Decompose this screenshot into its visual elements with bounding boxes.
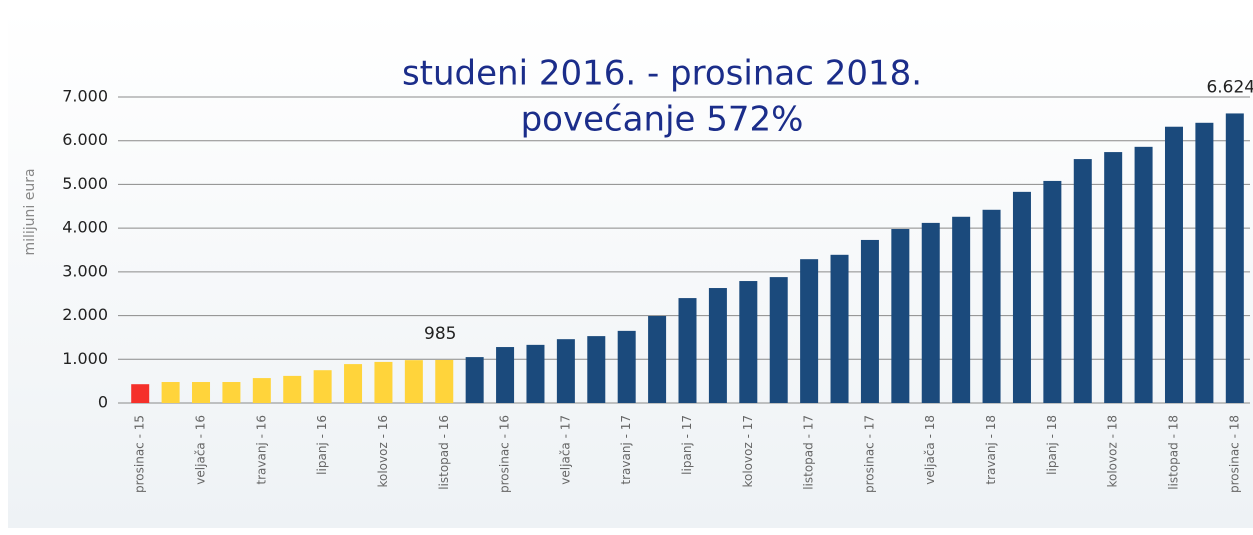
bar xyxy=(1043,180,1062,403)
x-tick-label: prosinac - 15 xyxy=(133,415,147,493)
y-tick-label: 2.000 xyxy=(62,305,108,324)
bar xyxy=(192,382,211,403)
x-tick-label: kolovoz - 17 xyxy=(741,415,755,488)
value-label: 985 xyxy=(424,324,456,344)
bar xyxy=(252,378,271,403)
bar xyxy=(1012,191,1031,403)
bar xyxy=(921,222,940,403)
bar xyxy=(1104,152,1123,403)
x-tick-label: listopad - 18 xyxy=(1166,415,1180,490)
y-tick-label: 5.000 xyxy=(62,174,108,193)
bar xyxy=(1195,122,1214,403)
x-tick-label: veljača - 17 xyxy=(558,415,572,485)
bar xyxy=(313,370,332,403)
x-tick-label: listopad - 17 xyxy=(802,415,816,490)
x-tick-label: veljača - 16 xyxy=(194,415,208,485)
x-tick-label: travanj - 18 xyxy=(984,415,998,485)
x-tick-label: listopad - 16 xyxy=(437,415,451,490)
bar xyxy=(708,288,727,403)
bar xyxy=(800,259,819,403)
bar xyxy=(283,375,302,403)
y-tick-label: 3.000 xyxy=(62,261,108,280)
bar xyxy=(374,361,393,403)
bar xyxy=(1164,126,1183,404)
bar xyxy=(860,239,879,403)
x-tick-label: lipanj - 16 xyxy=(315,415,329,475)
y-axis-label: milijuni eura xyxy=(22,168,38,255)
y-tick-label: 4.000 xyxy=(62,218,108,237)
value-label: 6.624 xyxy=(1206,77,1253,97)
x-tick-label: veljača - 18 xyxy=(923,415,937,485)
bar xyxy=(404,360,423,403)
bar xyxy=(496,347,515,403)
bar xyxy=(1225,113,1244,403)
y-tick-label: 6.000 xyxy=(62,130,108,149)
y-tick-label: 0 xyxy=(98,393,108,412)
bar xyxy=(952,216,971,403)
bar xyxy=(1073,159,1092,403)
bar xyxy=(739,281,758,403)
bar xyxy=(617,330,636,403)
bar xyxy=(435,359,454,403)
x-tick-label: prosinac - 18 xyxy=(1227,415,1241,493)
x-tick-label: travanj - 16 xyxy=(254,415,268,485)
x-tick-label: prosinac - 17 xyxy=(862,415,876,493)
chart-title: studeni 2016. - prosinac 2018. xyxy=(402,54,922,94)
x-tick-label: prosinac - 16 xyxy=(498,415,512,493)
bar xyxy=(648,316,667,403)
y-tick-label: 1.000 xyxy=(62,349,108,368)
x-tick-label: kolovoz - 16 xyxy=(376,415,390,488)
bar xyxy=(344,364,363,403)
bar xyxy=(678,298,697,403)
bar xyxy=(1134,146,1153,403)
bar xyxy=(769,277,788,403)
x-tick-label: lipanj - 17 xyxy=(680,415,694,475)
bar xyxy=(465,357,484,403)
chart-subtitle: povećanje 572% xyxy=(521,100,804,140)
x-tick-label: travanj - 17 xyxy=(619,415,633,485)
bar xyxy=(830,254,849,403)
x-tick-label: lipanj - 18 xyxy=(1045,415,1059,475)
x-tick-label: kolovoz - 18 xyxy=(1106,415,1120,488)
bar xyxy=(982,209,1001,403)
bar xyxy=(526,344,545,403)
bar xyxy=(587,336,606,403)
bar xyxy=(556,339,575,403)
bar xyxy=(131,384,150,403)
bar xyxy=(891,229,910,403)
bar xyxy=(222,382,241,403)
bar xyxy=(161,382,180,403)
y-tick-label: 7.000 xyxy=(62,87,108,106)
